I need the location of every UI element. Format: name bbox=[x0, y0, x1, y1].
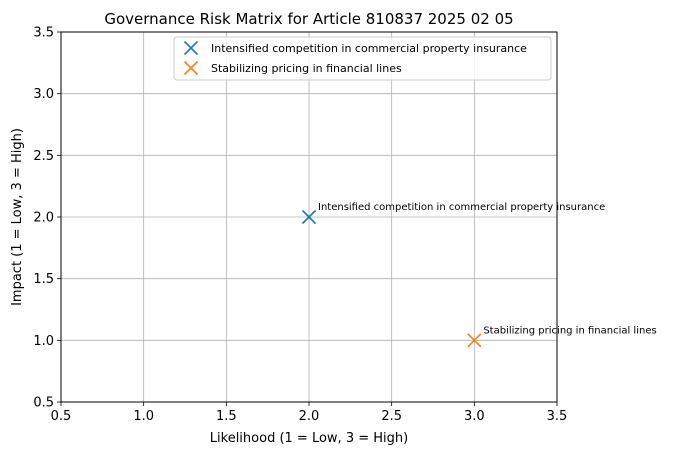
x-tick-label: 1.5 bbox=[216, 409, 237, 424]
legend-box bbox=[173, 36, 552, 81]
y-tick-label: 1.0 bbox=[33, 334, 54, 349]
x-tick-label: 2.0 bbox=[299, 409, 320, 424]
legend-marker-icon bbox=[183, 60, 199, 76]
y-tick-label: 3.5 bbox=[33, 26, 54, 41]
x-tick-label: 2.5 bbox=[381, 409, 402, 424]
legend: Intensified competition in commercial pr… bbox=[173, 36, 552, 81]
x-axis-label: Likelihood (1 = Low, 3 = High) bbox=[210, 431, 408, 446]
y-tick-label: 0.5 bbox=[33, 396, 54, 411]
x-tick-label: 0.5 bbox=[51, 409, 72, 424]
y-tick-label: 2.5 bbox=[33, 149, 54, 164]
data-point-marker bbox=[301, 209, 317, 225]
axis-ticks: 0.5 1.0 1.5 2.0 2.5 3.0 3.5 0.5 1.0 1.5 2.0 2.5 3.0 3… bbox=[33, 26, 567, 425]
marker-stroke bbox=[301, 209, 317, 225]
marker-stroke bbox=[467, 333, 482, 348]
point-annotations: Intensified competition in commercial pr… bbox=[318, 202, 657, 336]
point-annotation: Stabilizing pricing in financial lines bbox=[483, 325, 656, 336]
legend-entry-label: Intensified competition in commercial pr… bbox=[211, 42, 527, 55]
y-tick-label: 2.0 bbox=[33, 211, 54, 226]
x-tick-label: 3.0 bbox=[464, 409, 485, 424]
x-tick-label: 1.0 bbox=[133, 409, 154, 424]
y-tick-label: 1.5 bbox=[33, 272, 54, 287]
marker-stroke bbox=[183, 60, 199, 76]
y-axis-label: Impact (1 = Low, 3 = High) bbox=[10, 128, 25, 306]
legend-marker-icon bbox=[183, 40, 199, 56]
data-point-marker bbox=[467, 333, 482, 348]
point-annotation: Intensified competition in commercial pr… bbox=[318, 202, 605, 213]
chart-title: Governance Risk Matrix for Article 81083… bbox=[104, 10, 513, 28]
marker-stroke bbox=[183, 40, 199, 56]
y-tick-label: 3.0 bbox=[33, 87, 54, 102]
legend-entry-label: Stabilizing pricing in financial lines bbox=[211, 62, 402, 75]
data-points bbox=[301, 209, 482, 348]
x-tick-label: 3.5 bbox=[547, 409, 568, 424]
